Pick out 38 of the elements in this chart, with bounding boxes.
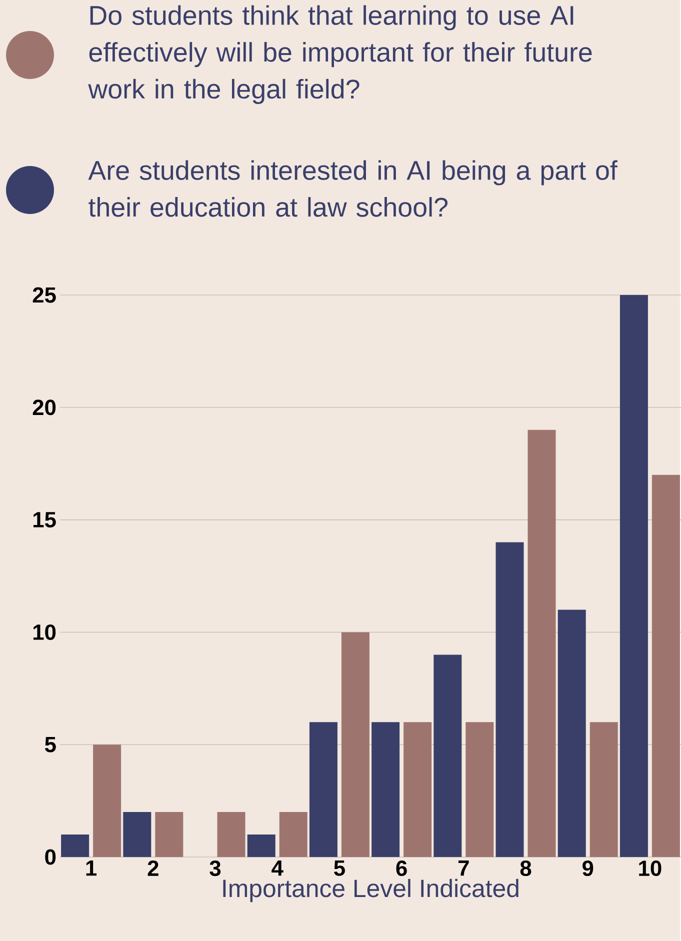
- y-tick-label: 20: [32, 400, 56, 416]
- bar: [652, 474, 680, 858]
- legend-label: Are students interested in AI being a part of their education at law school?: [88, 160, 618, 217]
- bar: [496, 542, 524, 858]
- y-tick-label: 10: [33, 624, 56, 640]
- y-tick-label: 5: [44, 736, 56, 752]
- x-tick-label: 6: [396, 860, 407, 876]
- bar: [341, 632, 370, 858]
- x-tick-label: 3: [209, 860, 220, 876]
- bar: [154, 812, 183, 858]
- x-tick-label: 4: [271, 860, 284, 876]
- bar: [528, 430, 556, 858]
- x-tick-label: 10: [638, 860, 662, 876]
- bar: [309, 722, 338, 858]
- x-tick-label: 5: [334, 860, 345, 876]
- bar: [247, 834, 276, 858]
- bar: [60, 834, 89, 858]
- x-tick-label: 1: [86, 860, 96, 876]
- bar: [371, 722, 400, 858]
- x-axis-title: Importance Level Indicated: [223, 878, 518, 902]
- bar: [620, 295, 648, 858]
- bar: [433, 654, 462, 858]
- bar: [590, 722, 618, 858]
- legend-label: Do students think that learning to use AI effectively will be important for their future work in the legal field?: [88, 5, 592, 104]
- x-tick-label: 8: [520, 860, 531, 876]
- x-tick-label: 2: [148, 860, 158, 876]
- bar: [558, 610, 586, 858]
- bar: [122, 812, 151, 858]
- bar: [465, 722, 494, 858]
- bar: [403, 722, 432, 858]
- y-tick-label: 0: [44, 849, 56, 865]
- bar: [92, 744, 121, 858]
- y-tick-label: 15: [33, 512, 56, 528]
- bar: [217, 812, 246, 858]
- x-tick-label: 7: [458, 860, 469, 876]
- bar: [279, 812, 308, 858]
- x-tick-label: 9: [582, 860, 593, 876]
- y-tick-label: 25: [32, 287, 56, 303]
